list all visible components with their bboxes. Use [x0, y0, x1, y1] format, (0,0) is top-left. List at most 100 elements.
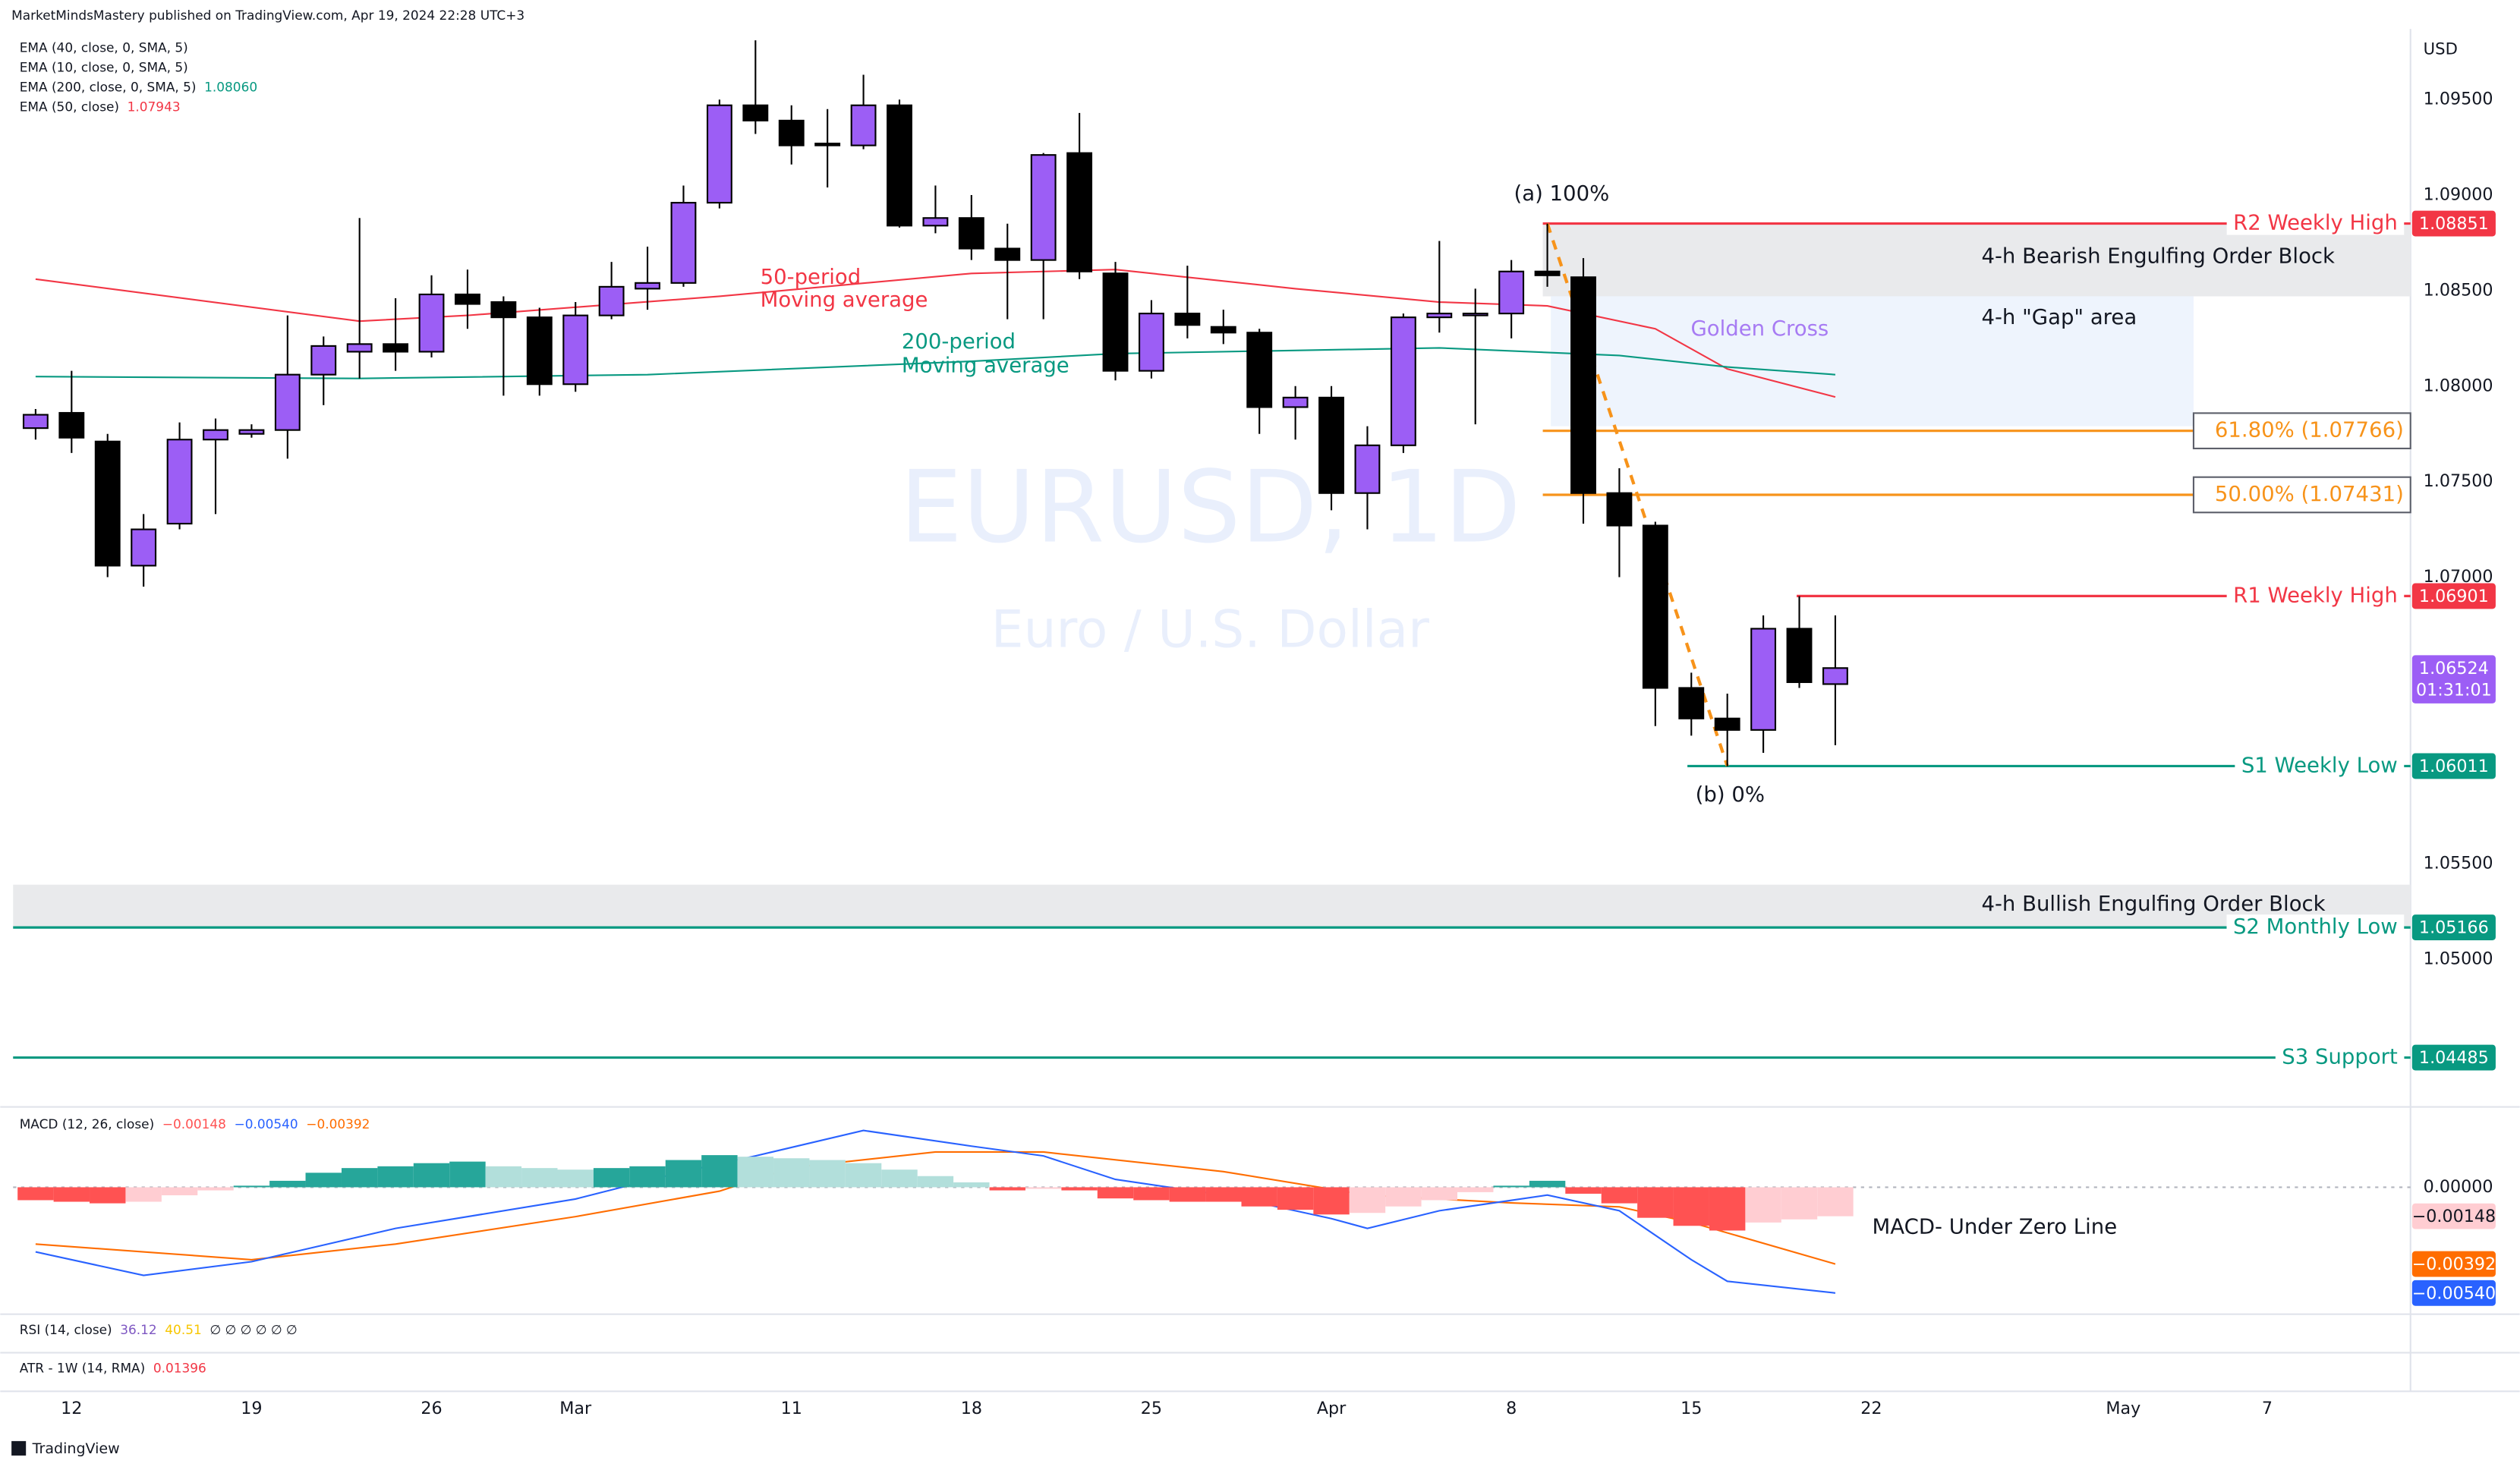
price-badge-label: 1.08851	[2419, 214, 2489, 234]
x-tick-label: 11	[781, 1399, 802, 1418]
histogram-bar	[233, 1185, 270, 1188]
fib-label-box	[2192, 412, 2411, 450]
price-badge	[2411, 1280, 2496, 1306]
x-tick-label: 22	[1860, 1399, 1882, 1418]
candle-body	[94, 440, 121, 567]
histogram-bar	[1025, 1187, 1062, 1189]
histogram-bar	[1241, 1187, 1277, 1207]
currency: USD	[2424, 39, 2458, 58]
histogram-bar	[413, 1163, 450, 1188]
candle-body	[598, 285, 625, 316]
indicator-legend: EMA (50, close) 1.07943	[20, 99, 181, 115]
histogram-bar	[305, 1173, 342, 1188]
histogram-bar	[17, 1187, 54, 1201]
price-badge	[2411, 1044, 2496, 1071]
candle-body	[562, 314, 589, 386]
moving-average	[35, 269, 1836, 398]
candle-body	[958, 217, 984, 250]
candle-body	[58, 411, 85, 439]
histogram-bar	[377, 1166, 414, 1188]
rsi-legend: RSI (14, close) 36.12 40.51 ∅ ∅ ∅ ∅ ∅ ∅	[20, 1322, 298, 1337]
candle-body	[814, 143, 841, 146]
indicator-legend-part: EMA (200, close, 0, SMA, 5)	[20, 80, 197, 95]
candle-body	[887, 104, 912, 227]
watermark-symbol: EURUSD, 1D	[899, 449, 1521, 565]
x-tick-label: 18	[961, 1399, 982, 1418]
macd-line	[35, 1129, 1836, 1294]
candle-body	[1786, 628, 1813, 683]
x-tick-label: 12	[61, 1399, 82, 1418]
histogram-bar	[449, 1161, 486, 1188]
histogram-bar	[917, 1176, 954, 1188]
y-tick-label: 1.08500	[2424, 280, 2493, 300]
histogram-bar	[161, 1187, 198, 1196]
candle-body	[1102, 272, 1129, 372]
macd-annotation: MACD- Under Zero Line	[1873, 1214, 2118, 1239]
rsi-legend-part: 40.51	[165, 1322, 201, 1337]
candle-body	[742, 104, 769, 121]
histogram-bar	[1169, 1187, 1206, 1202]
histogram-bar	[1493, 1185, 1529, 1188]
zone	[1542, 223, 2411, 297]
layer-axis: USD 1.09500 1.09000 1.08500 1.08000 1.07500 1.…	[61, 39, 2496, 1418]
histogram-bar	[773, 1158, 810, 1188]
histogram-bar	[1421, 1187, 1458, 1201]
fib-label-box	[2192, 476, 2411, 514]
histogram-bar	[125, 1187, 162, 1202]
candle-body	[1606, 492, 1633, 527]
histogram-bar	[557, 1169, 594, 1188]
atr-legend-part: 0.01396	[153, 1361, 206, 1376]
publisher: MarketMindsMastery published on TradingV…	[11, 8, 524, 23]
zone-label: 4-h Bullish Engulfing Order Block	[1982, 892, 2326, 916]
last-price-label: 1.06524	[2419, 659, 2489, 678]
indicator-legend-part: EMA (50, close)	[20, 99, 119, 115]
price-badge-label: 1.05166	[2419, 918, 2489, 938]
atr-legend-part: ATR - 1W (14, RMA)	[20, 1361, 146, 1376]
candle-body	[1246, 332, 1273, 408]
candle-body	[1318, 396, 1344, 494]
indicator-legend: EMA (10, close, 0, SMA, 5)	[20, 60, 188, 75]
price-badge	[2411, 914, 2496, 941]
histogram-bar	[1781, 1187, 1818, 1220]
annotation: (a) 100%	[1514, 181, 1609, 206]
y-tick-label: 1.07500	[2424, 471, 2493, 491]
candle-body	[1714, 717, 1740, 731]
histogram-bar	[269, 1180, 306, 1188]
candle-body	[383, 343, 409, 353]
candle-body	[1534, 270, 1561, 276]
macd-legend-part: −0.00540	[235, 1116, 298, 1132]
price-badge-label: −0.00540	[2412, 1283, 2496, 1303]
price-badge	[2411, 1251, 2496, 1277]
candle-body	[1822, 667, 1848, 685]
x-tick-label: 19	[241, 1399, 262, 1418]
histogram-bar	[989, 1187, 1025, 1191]
candle-body	[1066, 152, 1093, 272]
candle-body	[1462, 313, 1488, 316]
annotation: 200-period	[902, 329, 1016, 354]
candle-body	[274, 373, 301, 431]
candle-body	[1570, 276, 1596, 494]
x-tick-label: 7	[2262, 1399, 2273, 1418]
zone	[1551, 296, 2194, 427]
watermark-description: Euro / U.S. Dollar	[991, 600, 1429, 659]
atr-legend: ATR - 1W (14, RMA) 0.01396	[20, 1361, 206, 1376]
candle-body	[1750, 628, 1777, 731]
macd-legend-part: −0.00148	[162, 1116, 226, 1132]
candle-body	[166, 439, 193, 525]
y-tick-label: 0.00000	[2424, 1177, 2493, 1197]
histogram-bar	[90, 1187, 126, 1204]
x-tick-label: Mar	[559, 1399, 592, 1418]
histogram-bar	[737, 1157, 774, 1188]
zone	[13, 884, 2411, 927]
histogram-bar	[701, 1155, 738, 1188]
level-label-bg	[2235, 753, 2405, 778]
macd-legend-part: −0.00392	[306, 1116, 370, 1132]
candle-body	[1390, 316, 1416, 446]
price-badge-label: −0.00148	[2412, 1207, 2496, 1226]
indicator-legend-part: 1.07943	[128, 99, 181, 115]
candle-body	[22, 414, 49, 430]
layer-candles	[17, 40, 1854, 1231]
histogram-bar	[341, 1168, 378, 1188]
